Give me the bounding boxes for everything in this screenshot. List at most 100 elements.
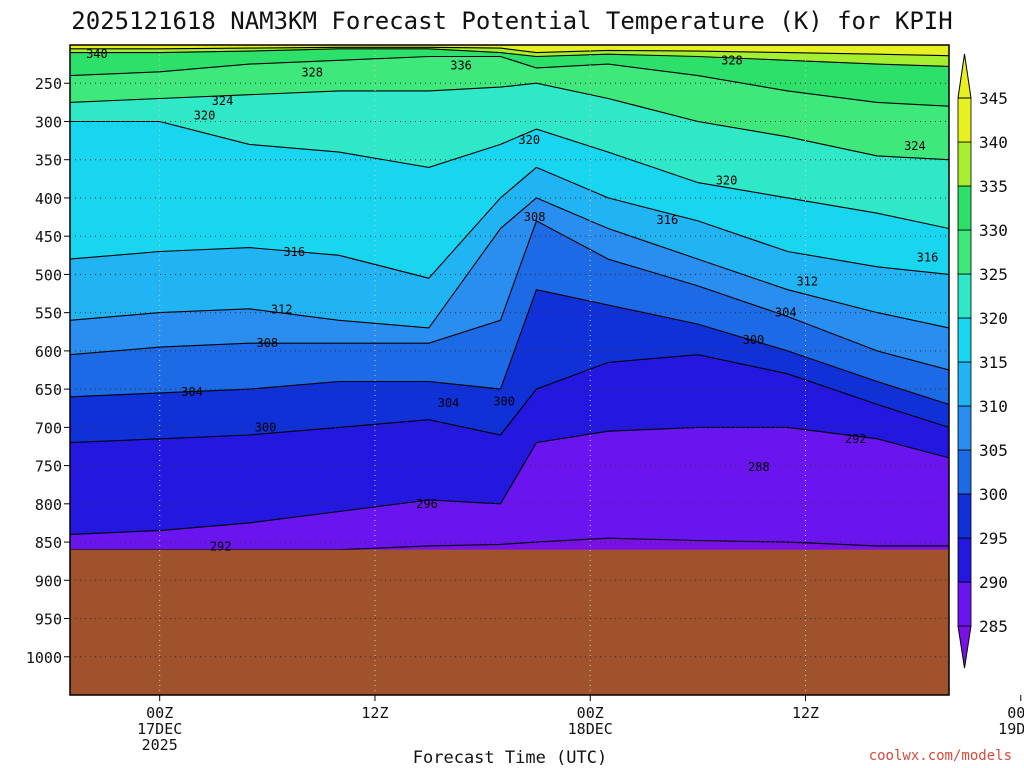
band-328-k [70, 45, 949, 107]
contour-label: 320 [194, 108, 216, 122]
y-tick-label: 750 [35, 458, 62, 476]
contour-336-k [70, 48, 949, 67]
contour-label: 324 [212, 94, 234, 108]
x-axis: 00Z17DEC202512Z00Z18DEC12Z00Z19DEC [137, 695, 1024, 754]
contour-296-k [70, 426, 949, 535]
colorbar-segment [957, 361, 972, 407]
contour-label: 300 [743, 333, 765, 347]
colorbar-label: 295 [979, 529, 1008, 548]
contour-label: 308 [256, 336, 278, 350]
colorbar-segment [957, 317, 972, 363]
x-tick-label: 18DEC [568, 720, 613, 738]
y-tick-label: 350 [35, 152, 62, 170]
contour-316-k [70, 166, 949, 279]
colorbar: 285 290 295 300 305 310 315 320 325 330 335 340 345 [957, 53, 1008, 669]
x-tick-label: 19DEC [998, 720, 1024, 738]
colorbar-segment [957, 537, 972, 583]
contour-label: 320 [518, 133, 540, 147]
contour-308-k [70, 220, 949, 371]
colorbar-label: 325 [979, 265, 1008, 284]
y-tick-label: 1000 [26, 649, 62, 667]
contour-label: 336 [450, 59, 472, 73]
y-tick-label: 300 [35, 113, 62, 131]
y-tick-label: 900 [35, 572, 62, 590]
colorbar-label: 330 [979, 221, 1008, 240]
contour-label: 328 [721, 53, 743, 67]
x-tick-label: 00Z [1007, 704, 1024, 722]
x-tick-label: 00Z [577, 704, 604, 722]
x-axis-label: Forecast Time (UTC) [413, 748, 607, 768]
contour-328-k [70, 55, 949, 107]
contour-label: 316 [657, 213, 679, 227]
x-tick-label: 2025 [142, 736, 178, 754]
x-tick-label: 17DEC [137, 720, 182, 738]
terrain-ground [70, 549, 949, 695]
colorbar-label: 310 [979, 397, 1008, 416]
colorbar-max-arrow [957, 53, 972, 99]
plot-frame [69, 44, 950, 696]
colorbar-segment [957, 405, 972, 451]
colorbar-label: 300 [979, 485, 1008, 504]
contour-label: 316 [283, 245, 305, 259]
colorbar-segment [957, 97, 972, 143]
credit-text: coolwx.com/models [869, 748, 1012, 764]
contour-label: 304 [438, 396, 460, 410]
contour-label: 304 [181, 385, 203, 399]
y-tick-label: 250 [35, 75, 62, 93]
contour-312-k [70, 197, 949, 329]
contour-304-k [70, 289, 949, 405]
colorbar-label: 305 [979, 441, 1008, 460]
colorbar-segment [957, 449, 972, 495]
colorbar-label: 315 [979, 353, 1008, 372]
contour-label: 340 [86, 47, 108, 61]
y-tick-label: 700 [35, 419, 62, 437]
contour-340-k [70, 46, 949, 57]
y-tick-label: 400 [35, 190, 62, 208]
y-tick-label: 650 [35, 381, 62, 399]
contour-lines [70, 46, 949, 551]
contour-label: 308 [524, 210, 546, 224]
contour-324-k [70, 82, 949, 161]
contour-label: 300 [255, 420, 277, 434]
colorbar-segment [957, 141, 972, 187]
contour-label: 324 [904, 139, 926, 153]
y-axis: 250 300 350 400 450 500 550 600 650 700 750 800 850 9… [26, 75, 70, 667]
y-tick-label: 600 [35, 343, 62, 361]
contour-label: 320 [716, 173, 738, 187]
contour-label: 292 [210, 540, 232, 554]
y-tick-label: 850 [35, 534, 62, 552]
colorbar-segment [957, 581, 972, 627]
chart-title: 2025121618 NAM3KM Forecast Potential Tem… [71, 7, 952, 35]
colorbar-label: 345 [979, 89, 1008, 108]
contour-label: 296 [416, 497, 438, 511]
colorbar-label: 285 [979, 617, 1008, 636]
x-tick-label: 12Z [361, 704, 388, 722]
colorbar-segment [957, 229, 972, 275]
y-tick-label: 550 [35, 305, 62, 323]
colorbar-segment [957, 273, 972, 319]
contour-300-k [70, 354, 949, 444]
contour-label: 328 [301, 66, 323, 80]
colorbar-label: 335 [979, 177, 1008, 196]
temperature-bands [70, 45, 949, 695]
colorbar-segment [957, 185, 972, 231]
contour-label: 312 [271, 303, 293, 317]
contour-292-k [70, 537, 949, 551]
grid-lines [70, 45, 949, 695]
y-tick-label: 450 [35, 228, 62, 246]
colorbar-label: 290 [979, 573, 1008, 592]
colorbar-label: 340 [979, 133, 1008, 152]
x-tick-label: 00Z [146, 704, 173, 722]
x-tick-label: 12Z [792, 704, 819, 722]
contour-label: 312 [796, 274, 818, 288]
contour-320-k [70, 120, 949, 230]
contour-label: 288 [748, 460, 770, 474]
colorbar-min-arrow [957, 625, 972, 669]
y-tick-label: 950 [35, 611, 62, 629]
colorbar-label: 320 [979, 309, 1008, 328]
contour-label: 300 [493, 394, 515, 408]
contour-label: 292 [845, 432, 867, 446]
y-tick-label: 800 [35, 496, 62, 514]
